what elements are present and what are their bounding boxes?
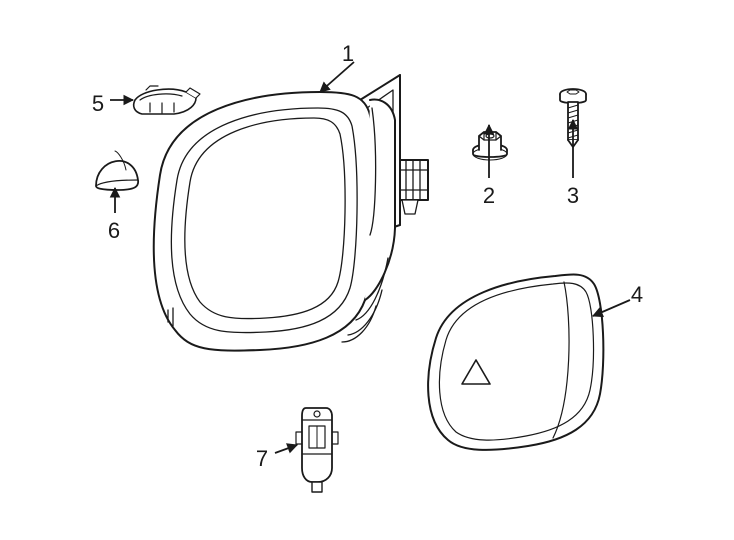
mirror-housing-assembly xyxy=(154,75,428,351)
turn-signal-lamp-module xyxy=(296,408,338,492)
callout-arrow-7 xyxy=(275,445,297,453)
callout-label-2: 2 xyxy=(483,183,495,208)
callout-label-6: 6 xyxy=(108,218,120,243)
callout-label-7: 7 xyxy=(256,446,268,471)
callout-label-5: 5 xyxy=(92,91,104,116)
callout-label-3: 3 xyxy=(567,183,579,208)
cover-cap xyxy=(96,151,138,190)
parts-diagram: 1 2 3 4 5 6 7 xyxy=(0,0,734,540)
callout-arrow-1 xyxy=(320,62,354,92)
mirror-glass xyxy=(428,274,603,449)
callout-label-4: 4 xyxy=(631,282,643,307)
callout-label-1: 1 xyxy=(342,41,354,66)
retainer-nut xyxy=(473,132,507,160)
mounting-bracket-clip xyxy=(134,86,200,114)
